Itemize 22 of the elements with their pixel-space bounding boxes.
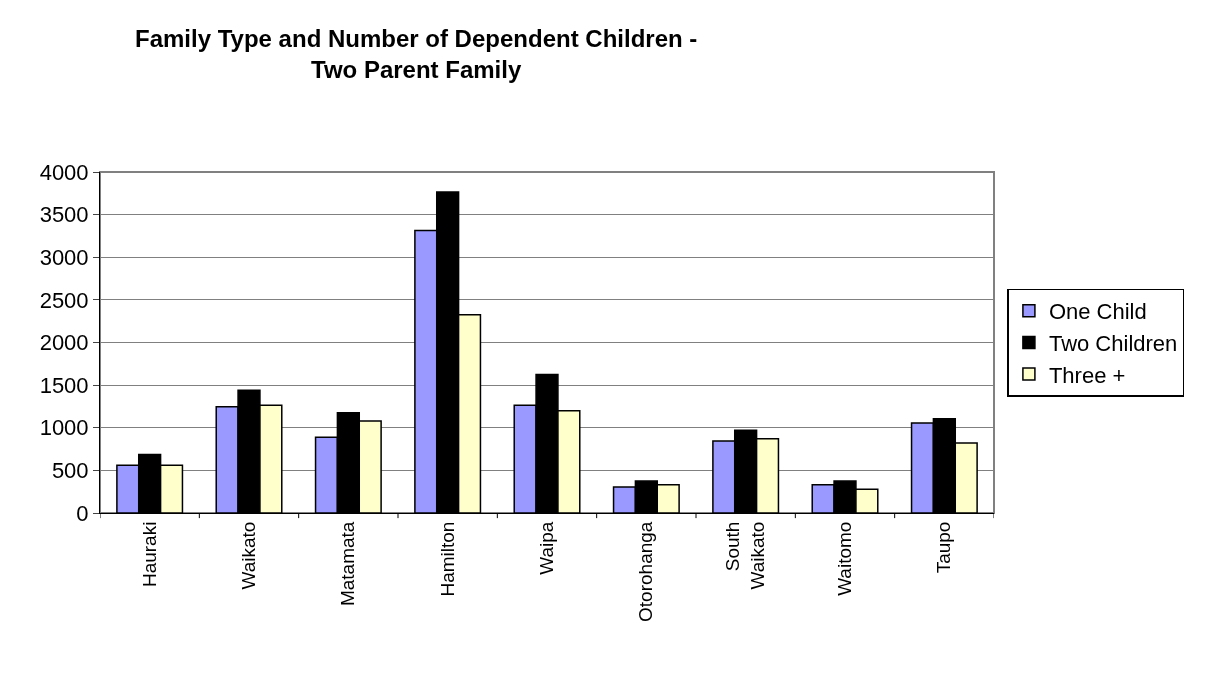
chart-title: Family Type and Number of Dependent Children - Two Parent Family xyxy=(135,25,698,84)
legend-label: Two Children xyxy=(1048,330,1178,356)
x-tick-label: Matamata xyxy=(337,521,359,607)
y-tick-label: 1500 xyxy=(39,372,89,398)
y-tick-label: 3500 xyxy=(39,202,89,228)
y-tick-label: 3000 xyxy=(39,244,89,270)
x-tick-label: South Waikato xyxy=(722,521,769,590)
y-tick-label: 0 xyxy=(76,500,89,526)
x-tick-label: Hauraki xyxy=(138,521,160,588)
y-tick-label: 1000 xyxy=(39,415,89,441)
x-tick-label: Hamilton xyxy=(436,521,458,597)
y-tick-label: 4000 xyxy=(39,159,89,185)
x-tick-label: Taupo xyxy=(933,521,955,574)
x-tick-label: Waipa xyxy=(536,521,558,575)
y-tick-label: 2500 xyxy=(39,287,89,313)
x-tick-label: Waikato xyxy=(238,521,260,590)
x-tick-label: Waitomo xyxy=(834,521,856,596)
x-tick-label: Otorohanga xyxy=(635,521,657,622)
legend-label: Three + xyxy=(1048,362,1126,388)
y-tick-label: 500 xyxy=(51,458,89,484)
legend-label: One Child xyxy=(1048,299,1147,325)
y-tick-label: 2000 xyxy=(39,330,89,356)
